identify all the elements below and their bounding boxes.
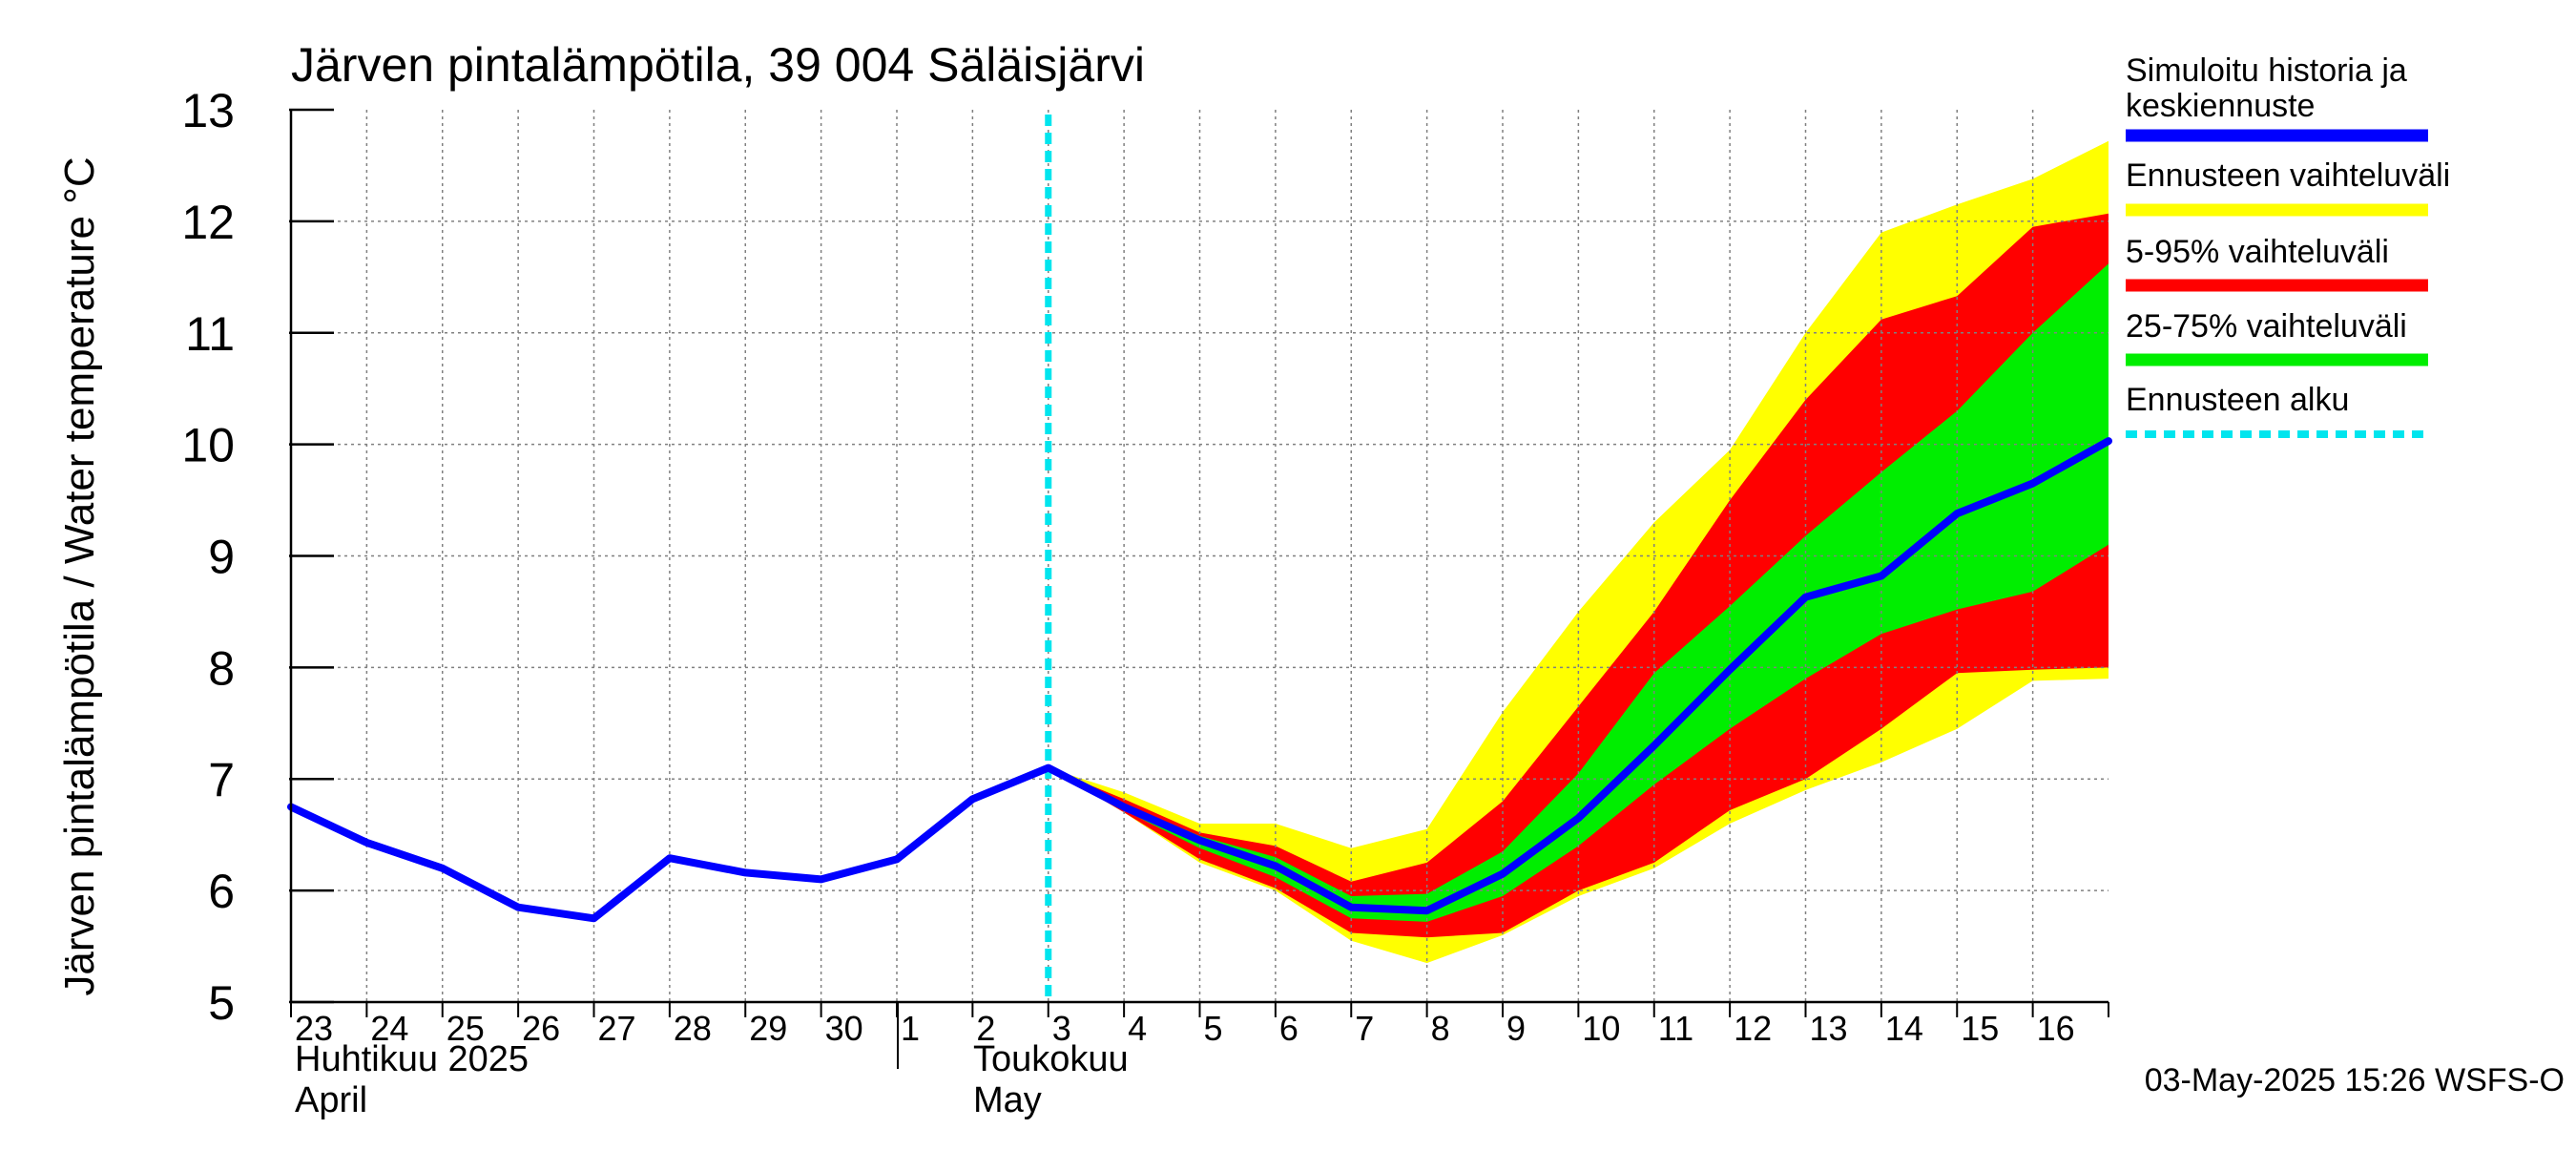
legend-item: Simuloitu historia ja keskiennuste <box>2126 52 2428 142</box>
x-tick-label: 29 <box>749 1009 787 1048</box>
month-label-may-fi: Toukokuu <box>973 1039 1129 1079</box>
x-tick-label: 24 <box>370 1009 408 1048</box>
legend-item: 25-75% vaihteluväli <box>2126 308 2428 366</box>
series-line-median <box>287 437 2112 923</box>
x-tick-label: 28 <box>674 1009 712 1048</box>
x-tick-label: 5 <box>1204 1009 1223 1048</box>
month-label-april-en: April <box>295 1080 367 1120</box>
x-tick-label: 1 <box>901 1009 920 1048</box>
x-tick-label: 27 <box>598 1009 636 1048</box>
band-5-95 <box>1048 213 2109 938</box>
y-tick-label: 6 <box>208 865 235 918</box>
band-25-75 <box>1048 263 2109 922</box>
x-tick-label: 3 <box>1052 1009 1071 1048</box>
x-tick-label: 8 <box>1431 1009 1450 1048</box>
legend-label: 25-75% vaihteluväli <box>2126 308 2407 345</box>
y-tick-label: 11 <box>185 307 235 361</box>
x-tick-label: 11 <box>1658 1009 1693 1048</box>
x-tick-label: 7 <box>1355 1009 1374 1048</box>
legend-item: 5-95% vaihteluväli <box>2126 234 2428 292</box>
y-tick-label: 10 <box>181 419 235 472</box>
x-tick-label: 25 <box>447 1009 485 1048</box>
grid-lines <box>291 110 2109 1002</box>
x-tick-label: 10 <box>1582 1009 1620 1048</box>
legend-label: 5-95% vaihteluväli <box>2126 234 2389 270</box>
chart-title: Järven pintalämpötila, 39 004 Säläisjärv… <box>291 38 1145 92</box>
month-label-april-fi: Huhtikuu 2025 <box>295 1039 529 1079</box>
x-tick-label: 14 <box>1885 1009 1923 1048</box>
timestamp: 03-May-2025 15:26 WSFS-O <box>2145 1062 2565 1098</box>
band-range <box>1048 140 2109 964</box>
x-tick-label: 26 <box>522 1009 560 1048</box>
y-tick-label: 5 <box>208 976 235 1030</box>
y-tick-label: 12 <box>181 196 235 249</box>
x-tick-label: 9 <box>1506 1009 1526 1048</box>
x-tick-label: 13 <box>1810 1009 1848 1048</box>
x-tick-label: 23 <box>295 1009 333 1048</box>
y-tick-label: 8 <box>208 641 235 695</box>
x-tick-label: 2 <box>976 1009 995 1048</box>
y-tick-label: 7 <box>208 753 235 806</box>
y-axis-label: Järven pintalämpötila / Water temperatur… <box>56 157 103 995</box>
legend-label: Ennusteen alku <box>2126 382 2349 418</box>
x-tick-label: 16 <box>2037 1009 2075 1048</box>
legend-label: Ennusteen vaihteluväli <box>2126 157 2450 194</box>
x-tick-label: 30 <box>825 1009 863 1048</box>
legend-item: Ennusteen vaihteluväli <box>2126 157 2450 217</box>
x-tick-label: 4 <box>1128 1009 1147 1048</box>
x-tick-label: 15 <box>1961 1009 1999 1048</box>
y-tick-label: 13 <box>181 84 235 137</box>
x-tick-label: 12 <box>1734 1009 1772 1048</box>
y-tick-label: 9 <box>208 531 235 584</box>
x-tick-label: 6 <box>1279 1009 1298 1048</box>
legend-label: Simuloitu historia ja keskiennuste <box>2126 52 2407 124</box>
month-label-may-en: May <box>973 1080 1042 1120</box>
legend-item: Ennusteen alku <box>2126 382 2428 438</box>
